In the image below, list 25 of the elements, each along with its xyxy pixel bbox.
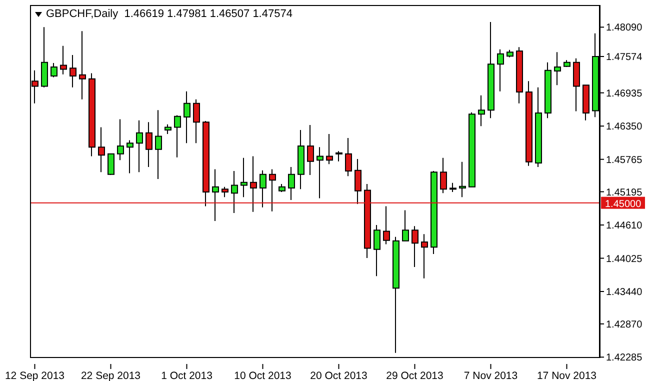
- x-tick-label: 7 Nov 2013: [464, 370, 518, 381]
- x-tick-label: 20 Oct 2013: [310, 370, 368, 381]
- y-tick-label: 1.44025: [606, 254, 643, 265]
- y-tick-label: 1.46350: [606, 122, 643, 133]
- y-tick-label: 1.44610: [606, 220, 643, 232]
- x-tick-label: 22 Sep 2013: [80, 370, 141, 381]
- candlestick: [79, 31, 86, 100]
- x-tick-label: 1 Oct 2013: [161, 370, 213, 381]
- chart-title: GBPCHF,Daily 1.46619 1.47981 1.46507 1.47574: [46, 8, 292, 20]
- candlestick: [459, 162, 466, 198]
- y-tick-label: 1.48090: [606, 22, 643, 34]
- y-tick-label: 1.42870: [606, 319, 643, 330]
- y-tick-label: 1.43440: [606, 287, 643, 298]
- y-tick-label: 1.42285: [606, 352, 643, 364]
- y-tick-label: 1.47574: [606, 52, 643, 64]
- x-tick-label: 17 Nov 2013: [536, 370, 597, 381]
- candlestick: [316, 147, 324, 198]
- candlestick: [240, 158, 248, 198]
- x-tick-label: 10 Oct 2013: [234, 370, 292, 381]
- y-tick-label: 1.46935: [606, 88, 643, 100]
- x-tick-label: 29 Oct 2013: [386, 370, 444, 381]
- x-tick-label: 12 Sep 2013: [4, 370, 65, 381]
- y-tick-label: 1.45765: [606, 154, 643, 166]
- ref-line-label: 1.45000: [605, 198, 642, 210]
- y-tick-label: 1.45195: [606, 187, 643, 198]
